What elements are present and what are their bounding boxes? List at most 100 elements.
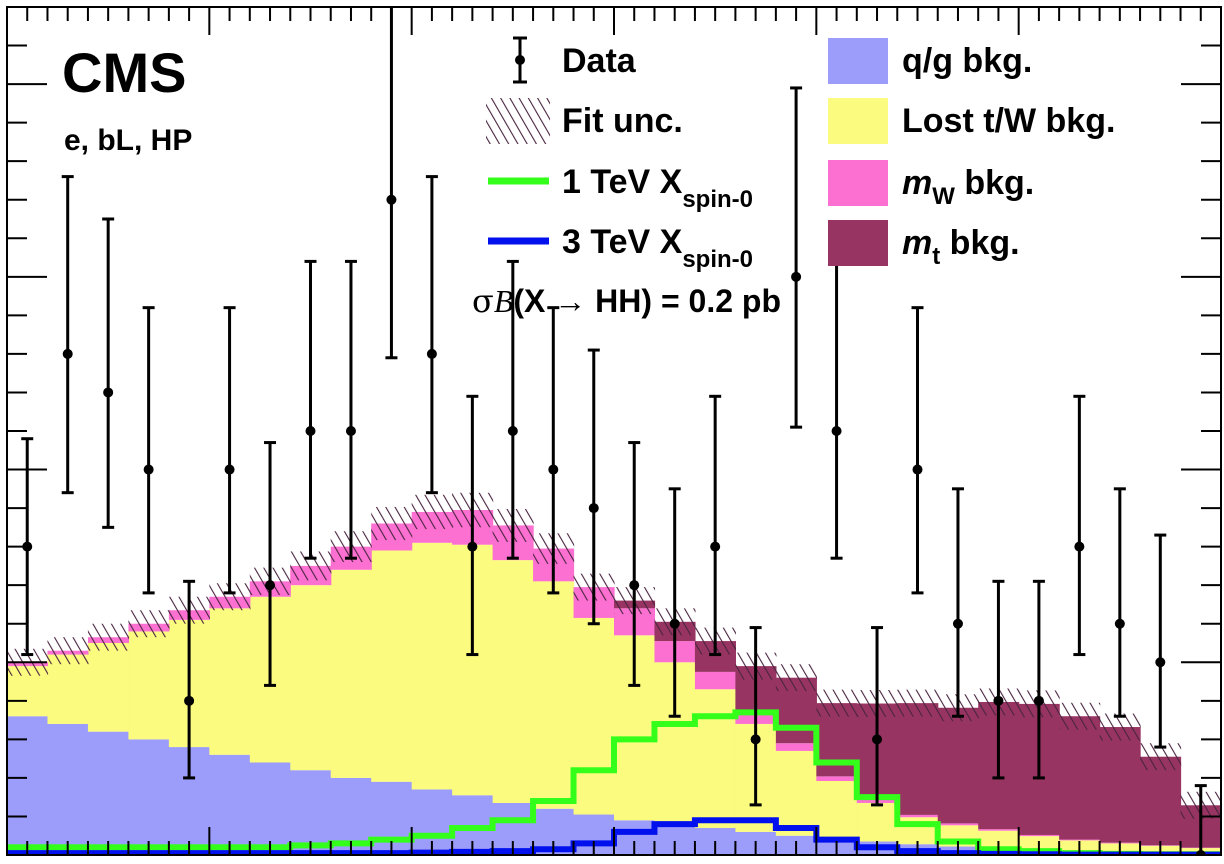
bar-mt-27 [1099,727,1141,843]
data-point-28 [1155,657,1166,668]
data-point-4 [184,695,195,706]
legend-entry-fit-unc: Fit unc. [486,98,683,144]
bar-lost-12 [492,560,534,803]
data-point-7 [305,426,316,436]
data-point-5 [224,464,235,475]
bar-qg-6 [249,762,291,855]
data-point-16 [669,618,680,629]
data-point-17 [710,541,721,552]
bar-mt-22 [897,703,939,815]
legend-label-mw-sub: W [932,183,955,210]
unc-band-19 [775,664,817,692]
legend-label-qg: q/g bkg. [902,42,1032,80]
bar-lost-13 [533,581,575,809]
legend-label-mw: mW bkg. [902,164,1034,210]
bar-qg-5 [209,754,251,855]
legend-label-data: Data [562,42,637,80]
annotation-text: (X → HH) = 0.2 pb [513,283,781,319]
bar-lost-7 [290,585,332,771]
bar-lost-8 [330,569,372,778]
data-point-6 [265,580,276,591]
bar-lost-9 [371,550,413,782]
bar-mt-23 [937,707,979,824]
legend-label-mt-m: m [902,224,932,262]
legend-label-mw-rest: bkg. [955,164,1034,202]
data-point-13 [548,464,559,475]
bar-mw-25 [1018,834,1060,837]
bar-mw-17 [694,671,736,690]
bar-lost-21 [856,802,898,842]
data-point-0 [22,541,33,552]
category-label: e, bL, HP [64,124,192,157]
data-point-1 [62,348,73,359]
legend-entry-mw: mW bkg. [828,160,1034,210]
bar-mw-19 [775,743,817,751]
data-point-18 [750,734,761,745]
unc-band-27 [1099,713,1141,741]
bar-mt-28 [1140,756,1182,846]
data-point-11 [467,541,478,552]
legend-entry-sig3: 3 TeV Xspin-0 [488,223,753,273]
unc-band-26 [1059,702,1101,730]
data-point-14 [588,503,599,514]
bar-qg-3 [128,739,170,855]
annotation-b: B [494,283,514,319]
legend-label-mw-m: m [902,164,932,202]
bar-mw-24 [978,829,1020,831]
bar-lost-3 [128,631,170,740]
data-point-2 [103,387,114,398]
data-point-15 [629,580,640,591]
data-point-26 [1074,541,1085,552]
axes [6,6,1222,856]
bar-lost-14 [573,617,615,815]
data-point-3 [143,464,154,475]
bar-lost-19 [775,750,817,836]
legend-label-sig1-main: 1 TeV X [562,163,683,201]
legend-label-sig3-main: 3 TeV X [562,223,683,261]
data-point-24 [993,695,1004,706]
legend-label-sig1: 1 TeV Xspin-0 [562,163,753,213]
bar-mw-26 [1059,839,1101,841]
bar-qg-7 [290,770,332,855]
unc-band-9 [371,506,413,541]
cross-section-annotation: σB(X → HH) = 0.2 pb [472,282,781,320]
data-points [21,7,1207,855]
data-point-25 [1033,695,1044,706]
bar-lost-24 [978,830,1020,849]
legend-entry-mt: mt bkg. [828,220,1020,270]
legend-label-mt-rest: bkg. [940,224,1019,262]
legend-label-sig1-sub: spin-0 [682,186,753,213]
bar-mw-22 [897,814,939,818]
data-point-19 [791,271,802,282]
unc-band-1 [47,637,89,665]
unc-band-20 [816,689,858,717]
data-point-23 [952,618,963,629]
bar-mt-26 [1059,716,1101,840]
data-point-10 [426,348,437,359]
legend-label-fit-unc: Fit unc. [562,102,683,140]
signal-3tev-line [7,817,1221,855]
legend-label-mt: mt bkg. [902,224,1020,270]
data-point-12 [507,426,518,436]
legend-entry-data: Data [513,36,637,84]
legend-label-sig3-sub: spin-0 [682,246,753,273]
legend-label-lost: Lost t/W bkg. [902,102,1115,140]
unc-band-3 [128,610,170,638]
unc-band-10 [411,494,453,530]
legend-label-mt-sub: t [932,243,940,270]
legend-entry-sig1: 1 TeV Xspin-0 [488,163,753,213]
data-point-27 [1114,618,1125,629]
data-point-21 [872,734,883,745]
bar-qg-1 [47,723,89,855]
data-point-9 [386,194,397,205]
experiment-label: CMS [62,41,186,104]
bar-lost-10 [411,542,453,790]
bar-qg-0 [7,716,49,855]
bar-lost-17 [694,689,736,829]
bar-lost-2 [87,643,129,732]
bar-qg-2 [87,731,129,855]
data-point-8 [345,426,356,436]
annotation-sigma: σ [472,282,494,320]
legend-entry-qg: q/g bkg. [828,38,1032,84]
unc-band-22 [897,689,939,717]
